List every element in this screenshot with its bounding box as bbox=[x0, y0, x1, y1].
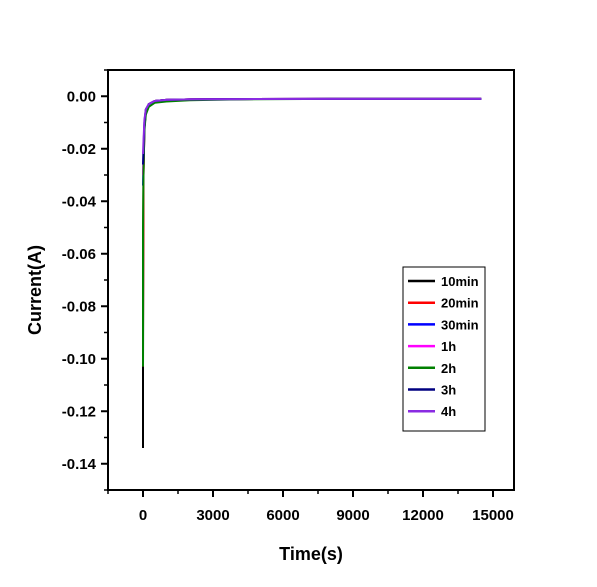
legend-label: 4h bbox=[441, 404, 456, 419]
y-tick-label: -0.12 bbox=[62, 403, 96, 420]
series-line-30min bbox=[142, 97, 482, 186]
legend-box bbox=[402, 266, 486, 432]
y-tick-label: -0.14 bbox=[62, 456, 97, 473]
legend-label: 1h bbox=[441, 339, 456, 354]
legend-label: 20min bbox=[441, 296, 479, 311]
y-tick-label: -0.08 bbox=[62, 298, 96, 315]
series-line-3h bbox=[142, 97, 482, 165]
series-line-4h bbox=[142, 97, 482, 155]
y-tick-label: -0.06 bbox=[62, 246, 96, 263]
x-tick-label: 9000 bbox=[336, 507, 369, 524]
legend-label: 10min bbox=[441, 274, 479, 289]
legend-items: 10min 20min 30min 1h 2h 3h 4h bbox=[408, 274, 479, 419]
y-tick-label: -0.02 bbox=[62, 141, 96, 158]
y-tick-label: -0.04 bbox=[62, 193, 97, 210]
x-tick-label: 6000 bbox=[266, 507, 299, 524]
tick-labels: 0 3000 6000 9000 12000 15000 0.00 -0.02 -0.04 -0.… bbox=[62, 88, 514, 524]
axis-ticks bbox=[101, 69, 494, 497]
series-lines bbox=[142, 97, 482, 448]
legend-label: 3h bbox=[441, 383, 456, 398]
y-tick-label: -0.10 bbox=[62, 351, 96, 368]
x-tick-label: 0 bbox=[139, 507, 147, 524]
x-tick-label: 3000 bbox=[196, 507, 229, 524]
x-axis-title: Time(s) bbox=[279, 544, 343, 564]
x-tick-label: 15000 bbox=[472, 507, 514, 524]
y-axis-title: Current(A) bbox=[25, 245, 45, 335]
legend-label: 2h bbox=[441, 361, 456, 376]
legend: 10min 20min 30min 1h 2h 3h 4h bbox=[402, 266, 486, 432]
legend-label: 30min bbox=[441, 317, 479, 332]
series-line-1h bbox=[142, 97, 482, 176]
x-tick-label: 12000 bbox=[402, 507, 444, 524]
y-tick-label: 0.00 bbox=[67, 88, 96, 105]
